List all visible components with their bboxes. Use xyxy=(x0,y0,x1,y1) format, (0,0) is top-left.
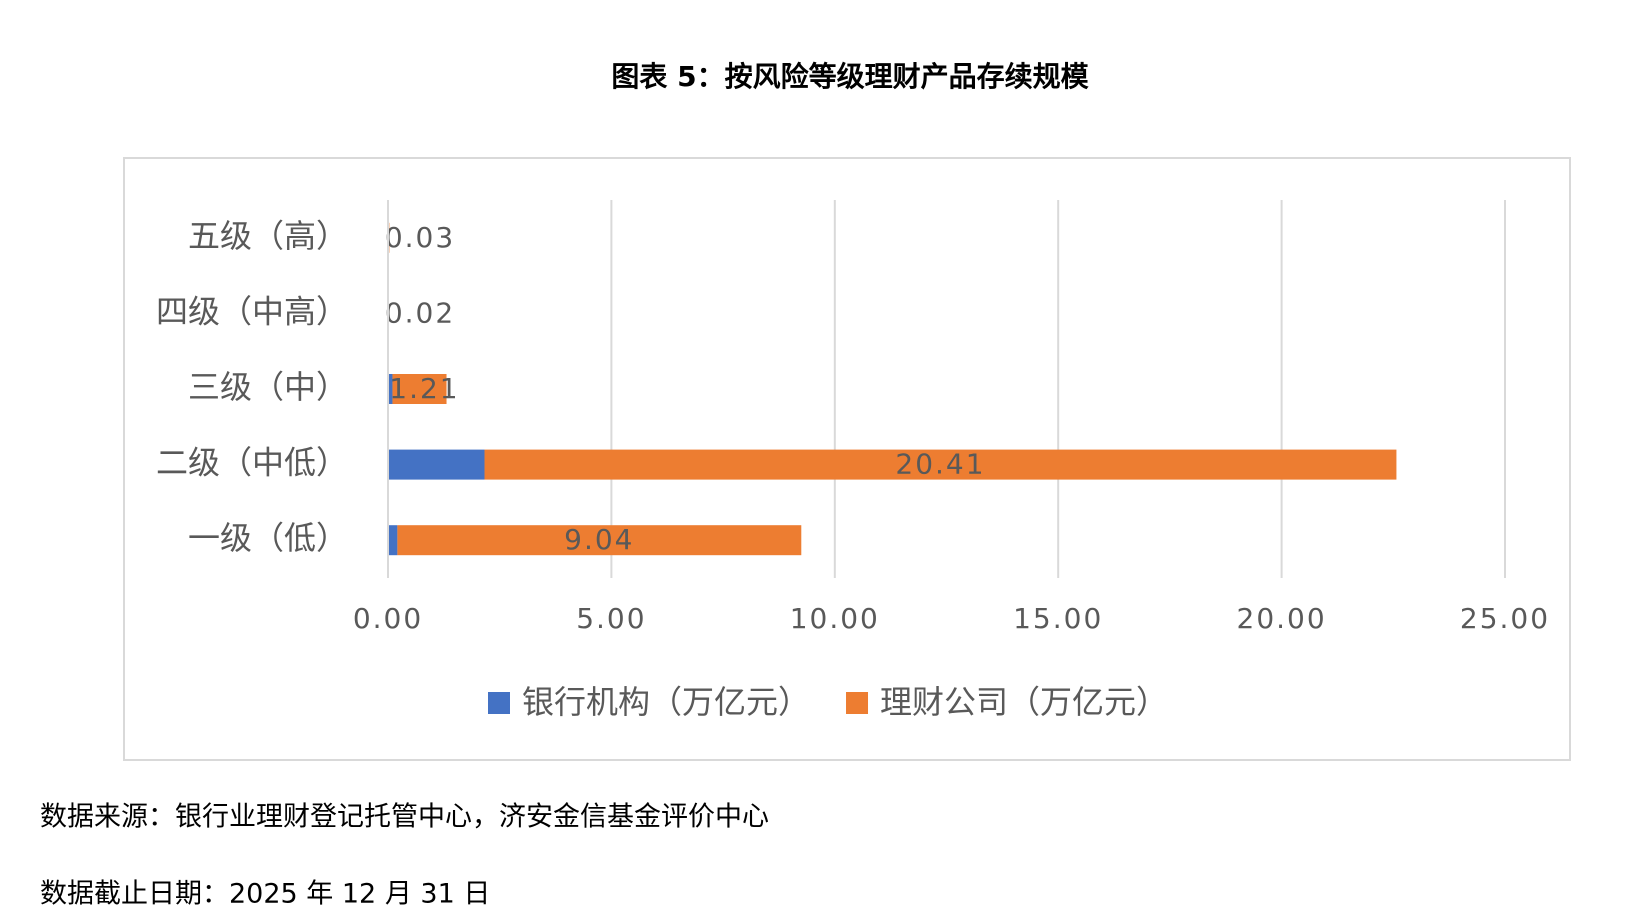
y-tick-label: 二级（中低） xyxy=(156,444,348,482)
bar-segment xyxy=(388,449,485,480)
y-tick-label: 一级（低） xyxy=(188,519,348,557)
x-tick-label: 10.00 xyxy=(790,602,880,635)
bar-segment xyxy=(388,525,398,556)
data-label: 1.21 xyxy=(389,372,459,405)
bar-segment xyxy=(388,374,393,404)
chart-frame xyxy=(123,157,1571,761)
bar-segment xyxy=(484,449,1397,480)
date-note: 数据截止日期：2025 年 12 月 31 日 xyxy=(40,879,490,910)
legend-label: 银行机构（万亿元） xyxy=(522,683,810,721)
bar-segment xyxy=(392,374,447,404)
data-label: 0.02 xyxy=(385,296,455,329)
data-label: 9.04 xyxy=(564,523,634,556)
source-note: 数据来源：银行业理财登记托管中心，济安金信基金评价中心 xyxy=(40,802,769,833)
y-tick-label: 五级（高） xyxy=(188,217,348,255)
legend-swatch xyxy=(488,692,510,714)
legend-swatch xyxy=(846,692,869,714)
x-tick-label: 25.00 xyxy=(1460,602,1550,635)
x-tick-label: 15.00 xyxy=(1013,602,1103,635)
bar-segment xyxy=(397,525,802,556)
data-label: 0.03 xyxy=(385,221,455,254)
x-tick-label: 20.00 xyxy=(1237,602,1327,635)
x-tick-label: 5.00 xyxy=(576,602,646,635)
legend-label: 理财公司（万亿元） xyxy=(880,683,1168,721)
chart-title: 图表 5：按风险等级理财产品存续规模 xyxy=(611,60,1089,93)
data-label: 20.41 xyxy=(895,448,985,481)
y-tick-label: 四级（中高） xyxy=(156,292,348,330)
x-tick-label: 0.00 xyxy=(353,602,423,635)
y-tick-label: 三级（中） xyxy=(188,368,348,406)
